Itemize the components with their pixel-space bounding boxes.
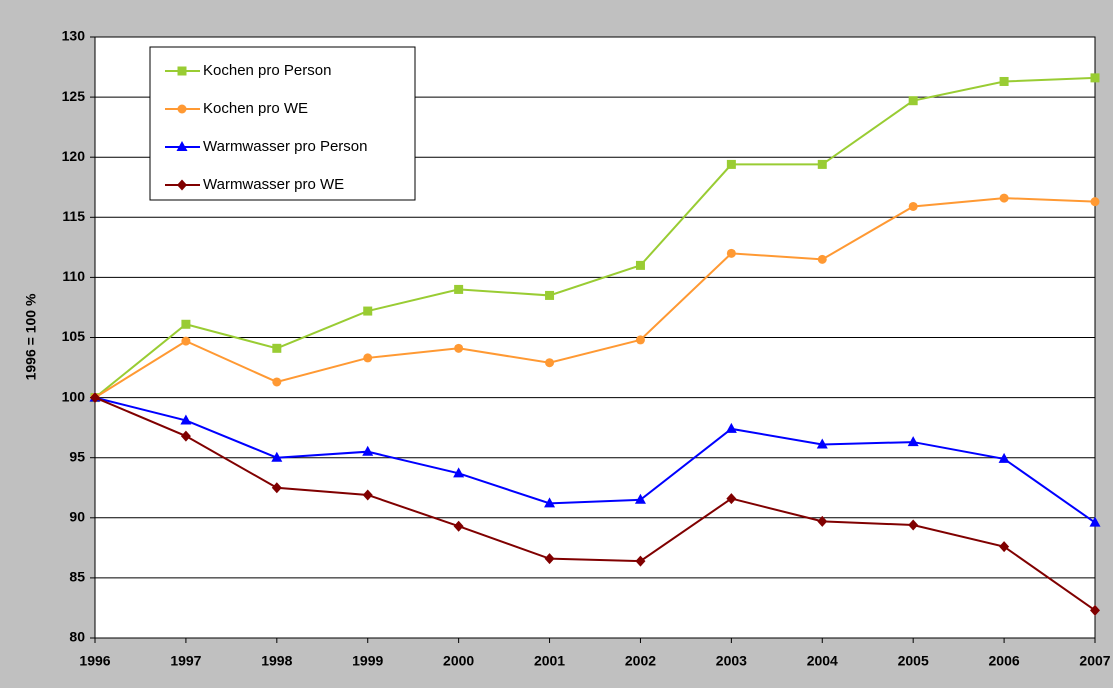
marker [363, 353, 373, 363]
marker [726, 248, 736, 258]
y-tick-label: 80 [69, 629, 85, 645]
marker [1090, 73, 1100, 83]
legend-label: Warmwasser pro WE [203, 176, 344, 193]
x-tick-label: 2004 [807, 653, 838, 669]
marker [453, 467, 465, 478]
marker [271, 451, 283, 462]
marker [635, 335, 645, 345]
x-tick-label: 2007 [1079, 653, 1110, 669]
x-tick-label: 1996 [79, 653, 110, 669]
marker [181, 319, 191, 329]
marker [180, 430, 191, 442]
y-tick-label: 95 [69, 448, 85, 464]
series-line [94, 197, 1096, 399]
plot-border [94, 36, 1096, 639]
x-tick-label: 1998 [261, 653, 292, 669]
marker [817, 159, 827, 169]
y-tick-label: 120 [62, 148, 86, 164]
y-tick-label: 130 [62, 28, 86, 44]
y-tick-label: 100 [62, 388, 86, 404]
series-line [94, 396, 1096, 524]
legend-box [149, 46, 416, 201]
marker [725, 422, 737, 433]
x-tick-label: 2001 [534, 653, 565, 669]
marker [545, 290, 555, 300]
marker [544, 553, 555, 565]
marker [362, 445, 374, 456]
marker [635, 555, 646, 567]
legend-label: Warmwasser pro Person [203, 138, 368, 155]
marker [816, 438, 828, 449]
marker [1090, 197, 1100, 207]
marker [999, 76, 1009, 86]
series-line [94, 396, 1096, 612]
marker [908, 201, 918, 211]
x-tick-label: 2002 [625, 653, 656, 669]
marker [90, 392, 100, 404]
marker [999, 193, 1009, 203]
x-tick-label: 2003 [716, 653, 747, 669]
marker [907, 436, 919, 447]
marker [453, 520, 464, 532]
legend-label: Kochen pro Person [203, 62, 331, 79]
marker [726, 493, 737, 505]
marker [176, 141, 188, 151]
marker [181, 336, 191, 346]
marker [271, 482, 282, 494]
marker [817, 515, 828, 527]
marker [634, 493, 646, 504]
y-tick-label: 110 [62, 268, 85, 284]
x-tick-label: 2006 [989, 653, 1020, 669]
y-tick-label: 90 [69, 509, 85, 525]
marker [362, 489, 373, 501]
marker [177, 179, 187, 191]
marker [177, 104, 187, 114]
x-tick-label: 2005 [898, 653, 929, 669]
y-tick-label: 125 [62, 88, 86, 104]
x-tick-label: 1997 [170, 653, 201, 669]
marker [1089, 516, 1101, 527]
x-tick-label: 2000 [443, 653, 474, 669]
marker [817, 254, 827, 264]
marker [363, 306, 373, 316]
marker [999, 541, 1010, 553]
series-line [94, 76, 1096, 399]
marker [272, 377, 282, 387]
x-tick-label: 1999 [352, 653, 383, 669]
y-tick-label: 105 [62, 328, 86, 344]
marker [998, 452, 1010, 463]
y-tick-label: 115 [62, 208, 85, 224]
marker [180, 414, 192, 425]
y-axis-label: 1996 = 100 % [23, 293, 39, 380]
marker [635, 260, 645, 270]
marker [272, 343, 282, 353]
legend-label: Kochen pro WE [203, 100, 308, 117]
marker [544, 497, 556, 508]
marker [908, 519, 919, 531]
marker [908, 96, 918, 106]
marker [1090, 604, 1100, 616]
marker [454, 343, 464, 353]
marker [545, 358, 555, 368]
marker [454, 284, 464, 294]
marker [726, 159, 736, 169]
marker [177, 66, 187, 76]
y-tick-label: 85 [69, 569, 85, 585]
